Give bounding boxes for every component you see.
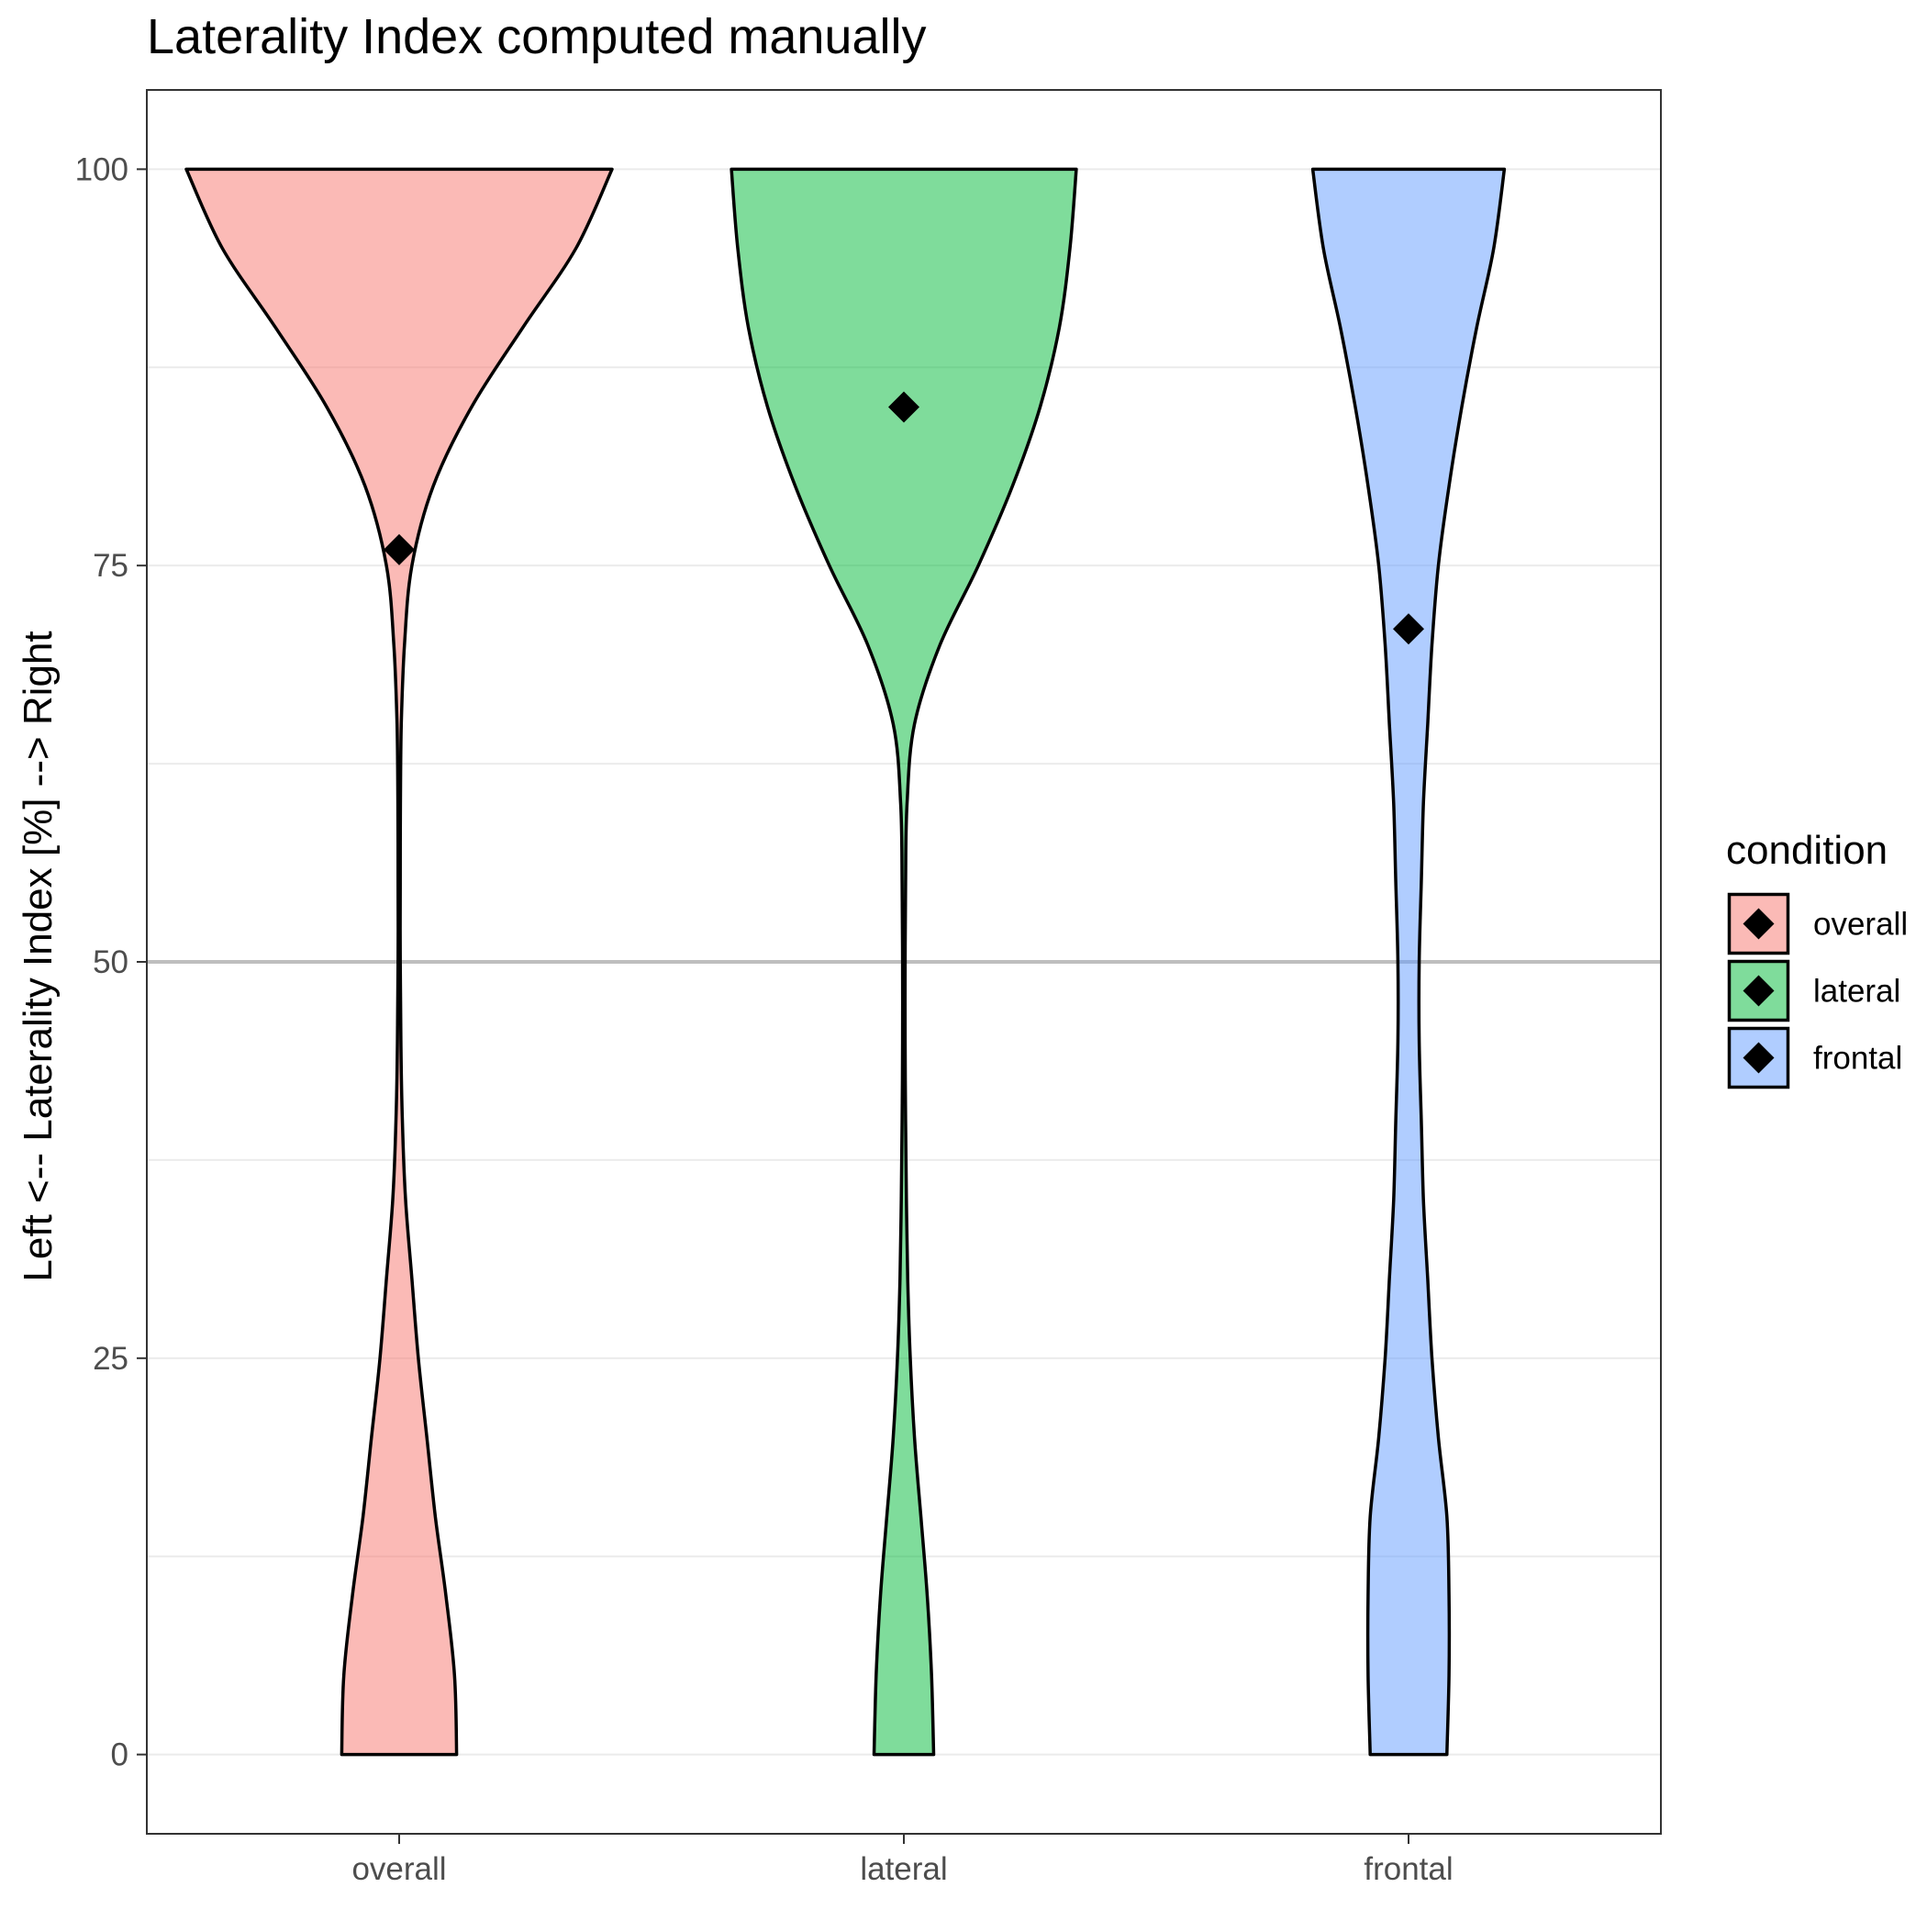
legend-item-overall: overall (1727, 892, 1908, 955)
legend-label: frontal (1813, 1041, 1902, 1077)
violin-overall (184, 167, 614, 1757)
violin-frontal (1310, 167, 1507, 1757)
legend-key-diamond (1743, 908, 1775, 940)
y-axis-label: Left <-- Laterality Index [%] --> Right (16, 631, 61, 1281)
mean-marker-lateral (888, 391, 919, 423)
legend-label: lateral (1813, 974, 1900, 1010)
y-tick-label: 0 (111, 1737, 128, 1773)
violin-lateral (730, 167, 1078, 1757)
y-axis: 0 25 50 75 100 (75, 151, 147, 1773)
legend-key-swatch (1727, 1026, 1790, 1089)
mean-marker-overall (384, 533, 415, 565)
x-tick-label: lateral (860, 1851, 947, 1887)
mean-marker-frontal (1393, 613, 1424, 645)
y-tick-label: 100 (75, 151, 128, 187)
x-tick-label: frontal (1364, 1851, 1453, 1887)
y-tick-label: 75 (93, 548, 128, 584)
x-axis: overall lateral frontal (351, 1834, 1454, 1887)
legend-key-diamond (1743, 975, 1775, 1007)
chart-title: Laterality Index computed manually (147, 9, 926, 64)
mean-markers (384, 391, 1424, 645)
y-tick-label: 25 (93, 1341, 128, 1377)
x-tick-label: overall (351, 1851, 446, 1887)
y-tick-label: 50 (93, 944, 128, 980)
legend-title: condition (1726, 828, 1888, 873)
legend-item-frontal: frontal (1727, 1026, 1902, 1089)
legend-key-diamond (1743, 1042, 1775, 1074)
legend-label: overall (1813, 907, 1908, 943)
legend: condition overall lateral frontal (1726, 828, 1908, 1089)
legend-item-lateral: lateral (1727, 959, 1900, 1022)
violins (184, 167, 1507, 1757)
